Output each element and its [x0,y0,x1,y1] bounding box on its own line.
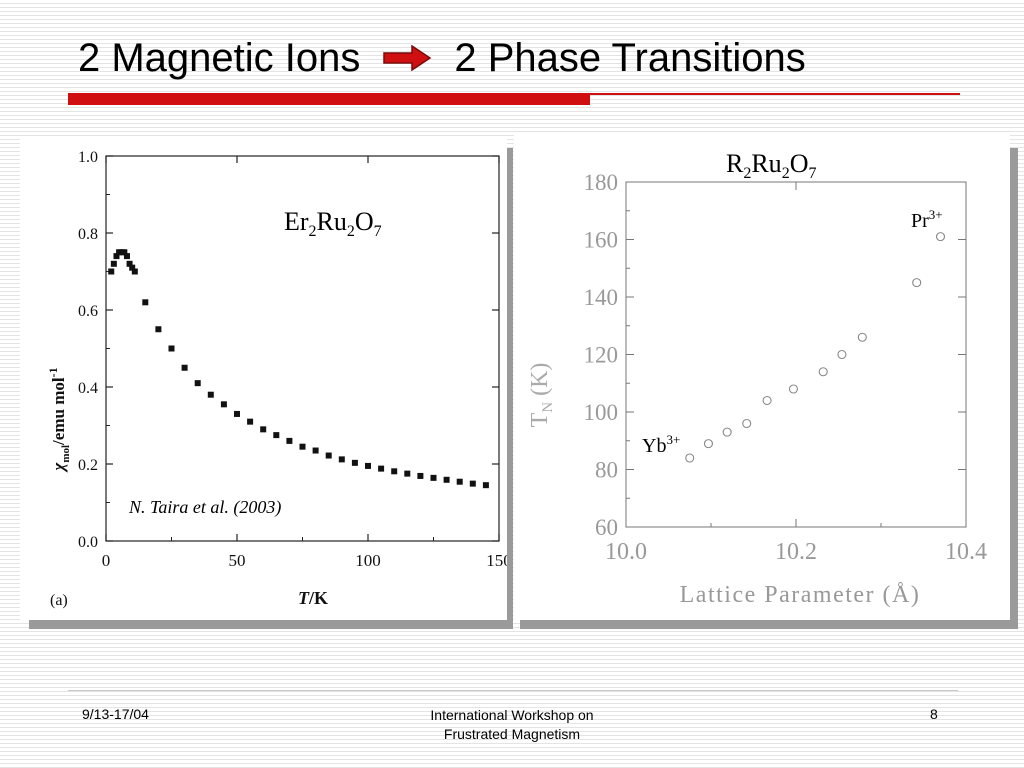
y-tick-label: 0.6 [78,303,98,320]
y-axis-label: χmol/emu mol-1 [46,367,72,472]
footer-page-number: 8 [930,706,938,722]
data-point [443,476,450,483]
y-tick-label: 180 [584,170,619,195]
data-point [469,480,476,487]
compound-label-er: Er2Ru2O7 [284,207,382,240]
neel-temperature-chart: 60 80 100 120 140 160 180 10.0 10.2 10.4 TN (K) L… [527,149,987,608]
y-tick-label: 60 [595,515,618,540]
data-point [722,427,732,437]
data-point [113,253,120,260]
susceptibility-chart: 0 50 100 150 0.0 0.2 0.4 0.6 0.8 1.0 χmol/emu mol… [46,149,512,609]
slide-title: 2 Magnetic Ions 2 Phase Transitions [78,30,806,86]
data-point [220,401,227,408]
title-right: 2 Phase Transitions [454,35,806,80]
panel-label: (a) [50,592,68,609]
y-tick-label: 0.4 [78,380,98,397]
x-tick-label: 50 [229,551,246,570]
right-chart-panel: 60 80 100 120 140 160 180 10.0 10.2 10.4 TN (K) L… [514,135,1010,620]
data-point [312,447,319,454]
data-point [482,482,489,489]
footer-event: International Workshop on Frustrated Mag… [362,706,662,744]
x-tick-label: 100 [355,551,381,570]
x-tick-label: 10.0 [605,539,647,565]
y-tick-label: 0.0 [78,534,98,551]
x-tick-label: 10.4 [945,539,987,565]
y-tick-label: 160 [584,228,619,253]
y-tick-label: 80 [595,458,618,483]
plot-frame [625,181,967,528]
data-point [194,380,201,387]
data-point [818,367,828,377]
data-point [430,474,437,481]
y-tick-label: 140 [584,285,619,310]
title-underline-accent [68,93,590,105]
data-point [129,264,136,271]
data-point [351,459,358,466]
data-point [703,439,713,449]
title-left: 2 Magnetic Ions [78,35,361,80]
x-tick-label: 150 [486,551,507,570]
data-point [207,391,214,398]
data-point [788,384,799,394]
data-point [404,470,411,477]
footer-date: 9/13-17/04 [82,706,149,722]
data-point [417,472,424,479]
x-tick-label: 10.2 [775,539,817,565]
x-axis-label: Lattice Parameter (Å) [680,582,921,608]
annotation-yb: Yb3+ [642,432,680,457]
data-point [126,260,133,267]
x-axis-label: T/K [298,588,328,608]
data-point [181,364,188,371]
data-point [131,268,138,275]
footer-divider [68,690,958,691]
data-point [685,453,695,463]
data-point [123,253,130,260]
data-point [325,452,332,459]
data-point [912,278,922,288]
arrow-right-icon [383,45,432,71]
data-point [168,345,175,352]
y-axis-label: TN (K) [527,363,556,428]
data-point [260,426,267,433]
data-point [742,418,752,429]
footer-event-line2: Frustrated Magnetism [443,726,581,742]
data-point [857,332,867,342]
data-point [456,478,463,485]
data-point [391,468,398,475]
y-tick-label: 100 [584,400,619,425]
data-point [338,456,345,463]
title-underline-rule [590,93,960,95]
y-tick-label: 0.2 [78,457,98,474]
data-point [762,395,772,406]
data-point [247,418,254,425]
x-tick-label: 0 [102,551,111,570]
annotation-pr: Pr3+ [911,207,943,232]
data-point [365,462,371,469]
data-point [234,410,240,417]
compound-label-r: R2Ru2O7 [726,149,816,182]
data-point [155,326,162,333]
data-point [273,432,280,439]
data-point [142,299,149,306]
data-point [286,437,293,444]
data-point [378,465,385,472]
y-tick-label: 0.8 [78,226,98,243]
citation-text: N. Taira et al. (2003) [128,497,281,518]
y-tick-label: 120 [584,343,619,368]
y-tick-label: 1.0 [78,149,98,166]
data-point [121,249,128,256]
data-point [108,268,115,275]
data-point [110,260,117,267]
left-chart-panel: 0 50 100 150 0.0 0.2 0.4 0.6 0.8 1.0 χmol/emu mol… [20,139,512,620]
footer-event-line1: International Workshop on [430,707,594,723]
data-point [299,443,306,450]
data-point [837,349,847,360]
data-point [935,232,946,242]
